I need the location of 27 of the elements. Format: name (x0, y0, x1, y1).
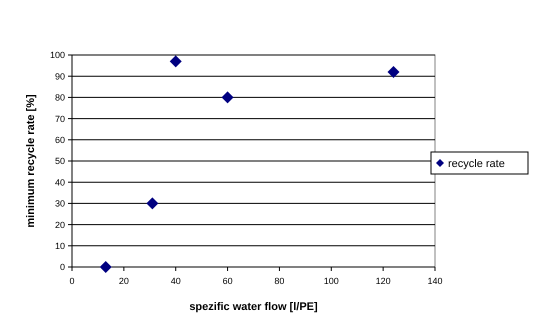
x-tick-label: 40 (170, 276, 181, 286)
x-tick-label: 120 (376, 276, 391, 286)
y-tick-label: 90 (54, 71, 65, 82)
y-tick-label: 100 (50, 50, 65, 60)
point (100, 261, 112, 273)
y-tick-label: 60 (54, 134, 65, 145)
y-tick-label: 10 (54, 240, 65, 251)
point (388, 66, 400, 78)
point (222, 91, 234, 104)
x-axis-title: spezific water flow [l/PE] (189, 301, 318, 313)
y-tick-label: 50 (54, 156, 65, 166)
x-tick-label: 140 (427, 276, 443, 286)
y-tick-label: 30 (54, 198, 65, 209)
y-tick-label: 80 (54, 92, 65, 103)
point (146, 197, 158, 210)
point (170, 55, 182, 68)
legend-label: recycle rate (448, 158, 505, 170)
x-tick-label: 20 (118, 276, 129, 286)
x-tick-label: 80 (274, 276, 284, 286)
x-tick-label: 100 (324, 276, 339, 286)
y-tick-label: 20 (54, 220, 65, 230)
x-tick-label: 60 (222, 276, 233, 286)
y-tick-label: 70 (54, 114, 65, 124)
y-tick-label: 0 (60, 262, 65, 272)
y-axis-title: minimum recycle rate [%] (25, 94, 37, 228)
x-tick-label: 0 (69, 276, 75, 286)
y-tick-label: 40 (54, 177, 65, 188)
